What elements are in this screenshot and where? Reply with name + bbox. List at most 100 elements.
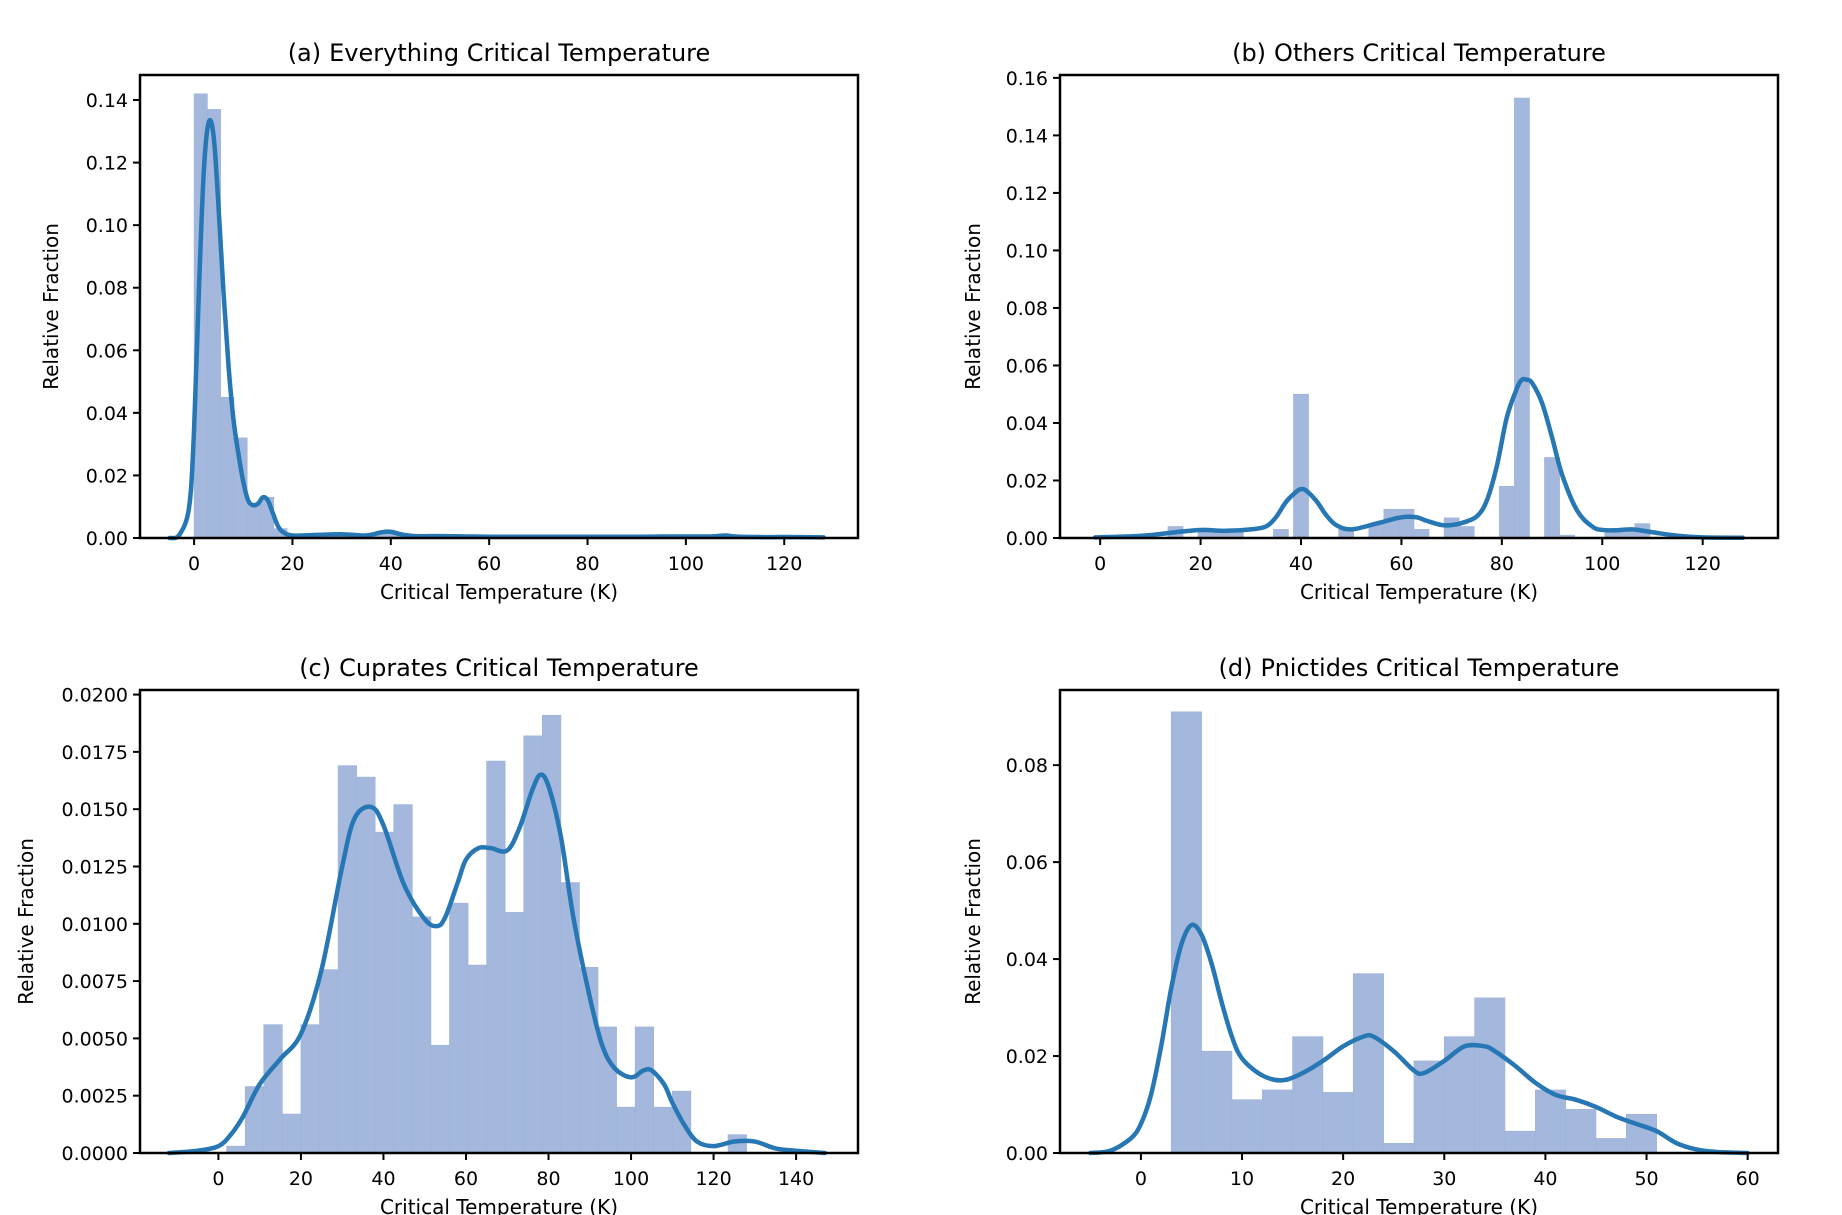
y-tick-label: 0.14 [1006,125,1048,147]
histogram-bar [246,503,261,539]
histogram-bar [616,1106,636,1154]
chart-title: (a) Everything Critical Temperature [288,39,711,67]
y-tick-label: 0.04 [1006,949,1048,971]
histogram-bar [504,912,525,1154]
histogram-bar [319,969,339,1154]
y-tick-label: 0.02 [86,465,128,487]
histogram-bar [1293,393,1309,539]
histogram-bar [1201,1050,1233,1154]
y-tick-label: 0.06 [86,340,128,362]
y-tick-label: 0.02 [1006,1046,1048,1068]
y-tick-label: 0.04 [1006,413,1048,435]
y-tick-label: 0.0025 [62,1086,128,1108]
histogram-bar [1383,1143,1415,1154]
y-tick-label: 0.10 [1006,240,1048,262]
x-tick-label: 20 [1331,1168,1355,1190]
histogram-bar [1273,529,1289,539]
histogram-bar [1458,526,1475,539]
histogram-bar [300,1024,320,1154]
kde-curve [167,117,826,541]
chart-title-prefix: (b) [1232,39,1266,67]
axes-frame [1058,688,1780,1155]
histogram-bar [393,804,413,1154]
histogram-bar [1544,457,1560,539]
y-axis-label: Relative Fraction [14,838,38,1005]
y-tick-label: 0.06 [1006,852,1048,874]
histogram-bar [449,902,469,1154]
x-tick-label: 80 [1490,553,1514,575]
x-tick-label: 100 [1584,553,1620,575]
chart-title: (b) Others Critical Temperature [1232,39,1606,67]
histogram-bar [412,916,432,1154]
kde-curve [1088,922,1750,1156]
x-tick-label: 60 [1389,553,1413,575]
y-axis-label: Relative Fraction [961,223,985,390]
histogram-bar [1261,1089,1293,1154]
histogram-bar [1534,1089,1566,1154]
histogram-bar [653,1106,673,1154]
chart-title-text: Everything Critical Temperature [329,39,710,67]
y-tick-label: 0.0200 [62,685,128,707]
axes-frame [1058,73,1780,540]
x-tick-label: 0 [188,553,200,575]
x-tick-label: 140 [778,1168,814,1190]
y-tick-label: 0.0050 [62,1028,128,1050]
histogram-bar [282,1113,302,1154]
y-tick-label: 0.00 [1006,1143,1048,1165]
x-tick-label: 100 [613,1168,649,1190]
histogram-bar [356,776,376,1154]
histogram-bar [1352,973,1384,1154]
y-tick-label: 0.0175 [62,742,128,764]
chart-title-text: Pnictides Critical Temperature [1261,654,1620,682]
histogram-bar [1322,1092,1354,1154]
chart-title: (d) Pnictides Critical Temperature [1219,654,1620,682]
y-tick-label: 0.0125 [62,856,128,878]
chart-title-text: Others Critical Temperature [1274,39,1606,67]
chart-title-prefix: (c) [299,654,331,682]
x-tick-label: 40 [1289,553,1313,575]
y-tick-label: 0.00 [1006,528,1048,550]
x-tick-label: 40 [371,1168,395,1190]
y-tick-label: 0.16 [1006,68,1048,90]
x-tick-label: 120 [695,1168,731,1190]
x-tick-label: 30 [1432,1168,1456,1190]
x-axis-label: Critical Temperature (K) [1300,580,1538,604]
histogram-bar [467,964,487,1154]
panel-c: 0 20 40 60 80 100 120 140 0.0000 0.0025 0.0050 0.00… [14,654,860,1215]
chart-title: (c) Cuprates Critical Temperature [299,654,699,682]
y-tick-label: 0.06 [1006,355,1048,377]
histogram-bar [1443,517,1460,539]
chart-title-prefix: (d) [1219,654,1253,682]
x-tick-label: 80 [536,1168,560,1190]
histogram-bar [1231,1099,1263,1154]
histogram-bar [1565,1109,1597,1154]
x-tick-label: 60 [454,1168,478,1190]
y-tick-label: 0.0075 [62,971,128,993]
x-tick-label: 0 [1094,553,1106,575]
x-axis-label: Critical Temperature (K) [380,580,618,604]
x-tick-label: 10 [1230,1168,1254,1190]
histogram-bar [1595,1138,1627,1154]
x-tick-label: 50 [1634,1168,1658,1190]
y-tick-label: 0.12 [1006,183,1048,205]
kde-curve [166,772,828,1156]
x-tick-label: 120 [766,553,802,575]
histogram-bar [523,735,543,1154]
y-tick-label: 0.08 [1006,298,1048,320]
y-tick-label: 0.08 [1006,755,1048,777]
x-tick-label: 20 [289,1168,313,1190]
y-tick-label: 0.0100 [62,914,128,936]
x-tick-label: 100 [668,553,704,575]
x-tick-label: 60 [477,553,501,575]
chart-title-prefix: (a) [288,39,321,67]
histogram-bar [374,831,395,1154]
histogram-bar [1514,97,1530,539]
x-tick-label: 60 [1736,1168,1760,1190]
histogram-bar [1383,508,1400,539]
chart-title-text: Cuprates Critical Temperature [339,654,699,682]
y-tick-label: 0.0000 [62,1143,128,1165]
histogram-bar [1443,1036,1475,1154]
axes-frame [138,73,860,540]
x-tick-label: 120 [1685,553,1721,575]
axes-frame [138,688,860,1155]
